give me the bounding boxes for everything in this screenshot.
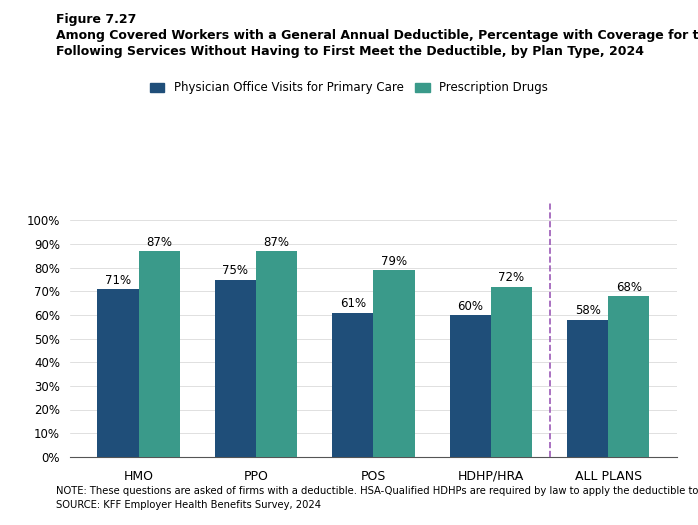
Bar	[373, 270, 415, 457]
Text: Figure 7.27: Figure 7.27	[56, 13, 136, 26]
Text: 58%: 58%	[575, 304, 601, 317]
Text: NOTE: These questions are asked of firms with a deductible. HSA-Qualified HDHPs : NOTE: These questions are asked of firms…	[56, 486, 698, 496]
Text: Among Covered Workers with a General Annual Deductible, Percentage with Coverage: Among Covered Workers with a General Ann…	[56, 29, 698, 42]
Text: 87%: 87%	[264, 236, 290, 249]
Text: 61%: 61%	[340, 297, 366, 310]
Text: 71%: 71%	[105, 274, 131, 287]
Bar	[98, 289, 138, 457]
Text: 79%: 79%	[381, 255, 407, 268]
Text: Following Services Without Having to First Meet the Deductible, by Plan Type, 20: Following Services Without Having to Fir…	[56, 45, 644, 58]
Text: 87%: 87%	[146, 236, 172, 249]
Text: SOURCE: KFF Employer Health Benefits Survey, 2024: SOURCE: KFF Employer Health Benefits Sur…	[56, 500, 321, 510]
Text: 75%: 75%	[223, 264, 248, 277]
Text: 72%: 72%	[498, 271, 524, 284]
Bar	[567, 320, 609, 457]
Text: 68%: 68%	[616, 281, 642, 293]
Bar	[332, 312, 373, 457]
Bar	[450, 315, 491, 457]
Bar	[491, 287, 532, 457]
Text: 60%: 60%	[457, 300, 483, 312]
Bar	[138, 251, 179, 457]
Bar	[609, 296, 649, 457]
Legend: Physician Office Visits for Primary Care, Prescription Drugs: Physician Office Visits for Primary Care…	[145, 77, 553, 99]
Bar	[215, 279, 256, 457]
Bar	[256, 251, 297, 457]
